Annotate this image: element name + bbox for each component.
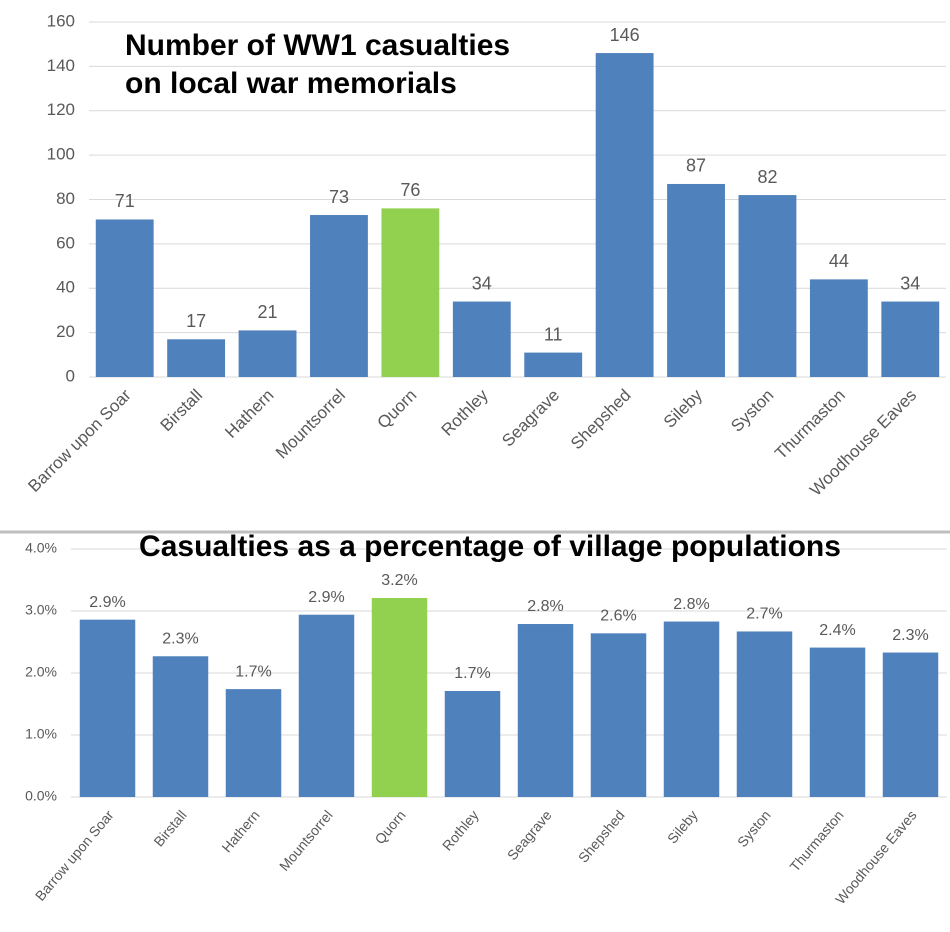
value-label: 17 xyxy=(186,311,206,331)
y-tick-label: 60 xyxy=(56,233,75,252)
y-tick-label: 40 xyxy=(56,278,75,297)
bar xyxy=(595,53,654,377)
bar xyxy=(371,597,428,797)
value-label: 3.2% xyxy=(381,572,417,589)
bar xyxy=(809,647,866,797)
value-label: 34 xyxy=(900,273,920,293)
bar xyxy=(167,339,226,377)
value-label: 73 xyxy=(329,187,349,207)
value-label: 146 xyxy=(610,25,640,45)
value-label: 11 xyxy=(544,324,563,344)
bar xyxy=(738,195,797,377)
bar xyxy=(881,301,940,377)
y-tick-label: 20 xyxy=(56,322,75,341)
bar xyxy=(809,279,868,377)
value-label: 2.8% xyxy=(673,596,709,613)
y-tick-label: 160 xyxy=(47,11,75,30)
bar xyxy=(79,619,136,797)
y-tick-label: 80 xyxy=(56,189,75,208)
y-tick-label: 0.0% xyxy=(25,788,57,804)
y-tick-label: 100 xyxy=(47,145,75,164)
chart-title: Number of WW1 casualties xyxy=(125,29,510,62)
value-label: 2.6% xyxy=(600,608,636,625)
value-label: 1.7% xyxy=(235,663,271,680)
y-tick-label: 3.0% xyxy=(25,602,57,618)
value-label: 2.3% xyxy=(892,627,928,644)
bar xyxy=(590,633,647,797)
bar xyxy=(667,183,725,377)
y-tick-label: 4.0% xyxy=(25,540,57,556)
bar xyxy=(882,652,939,797)
value-label: 2.3% xyxy=(162,630,198,647)
bar xyxy=(152,656,209,797)
bar xyxy=(736,631,793,797)
value-label: 21 xyxy=(258,302,278,322)
value-label: 2.8% xyxy=(527,598,563,615)
bar xyxy=(225,689,282,797)
bar xyxy=(310,215,368,377)
bar xyxy=(663,621,720,797)
bar xyxy=(444,690,501,797)
y-tick-label: 2.0% xyxy=(25,664,57,680)
y-tick-label: 0 xyxy=(66,366,75,385)
y-tick-label: 120 xyxy=(47,100,75,119)
y-tick-label: 1.0% xyxy=(25,726,57,742)
value-label: 82 xyxy=(757,167,777,187)
value-label: 1.7% xyxy=(454,665,490,682)
value-label: 76 xyxy=(400,180,420,200)
value-label: 2.9% xyxy=(89,594,125,611)
value-label: 87 xyxy=(686,156,706,176)
bar xyxy=(95,219,154,377)
bar xyxy=(298,614,355,797)
value-label: 2.4% xyxy=(819,622,855,639)
bar xyxy=(524,352,583,377)
bar xyxy=(452,301,511,377)
bar xyxy=(238,330,297,377)
bar xyxy=(381,208,440,377)
y-tick-label: 140 xyxy=(47,56,75,75)
value-label: 44 xyxy=(829,251,849,271)
chart-title: Casualties as a percentage of village po… xyxy=(139,530,841,563)
bar xyxy=(517,624,574,797)
value-label: 71 xyxy=(115,191,135,211)
value-label: 2.7% xyxy=(746,606,782,623)
value-label: 2.9% xyxy=(308,589,344,606)
value-label: 34 xyxy=(472,273,492,293)
chart-title: on local war memorials xyxy=(125,67,457,100)
